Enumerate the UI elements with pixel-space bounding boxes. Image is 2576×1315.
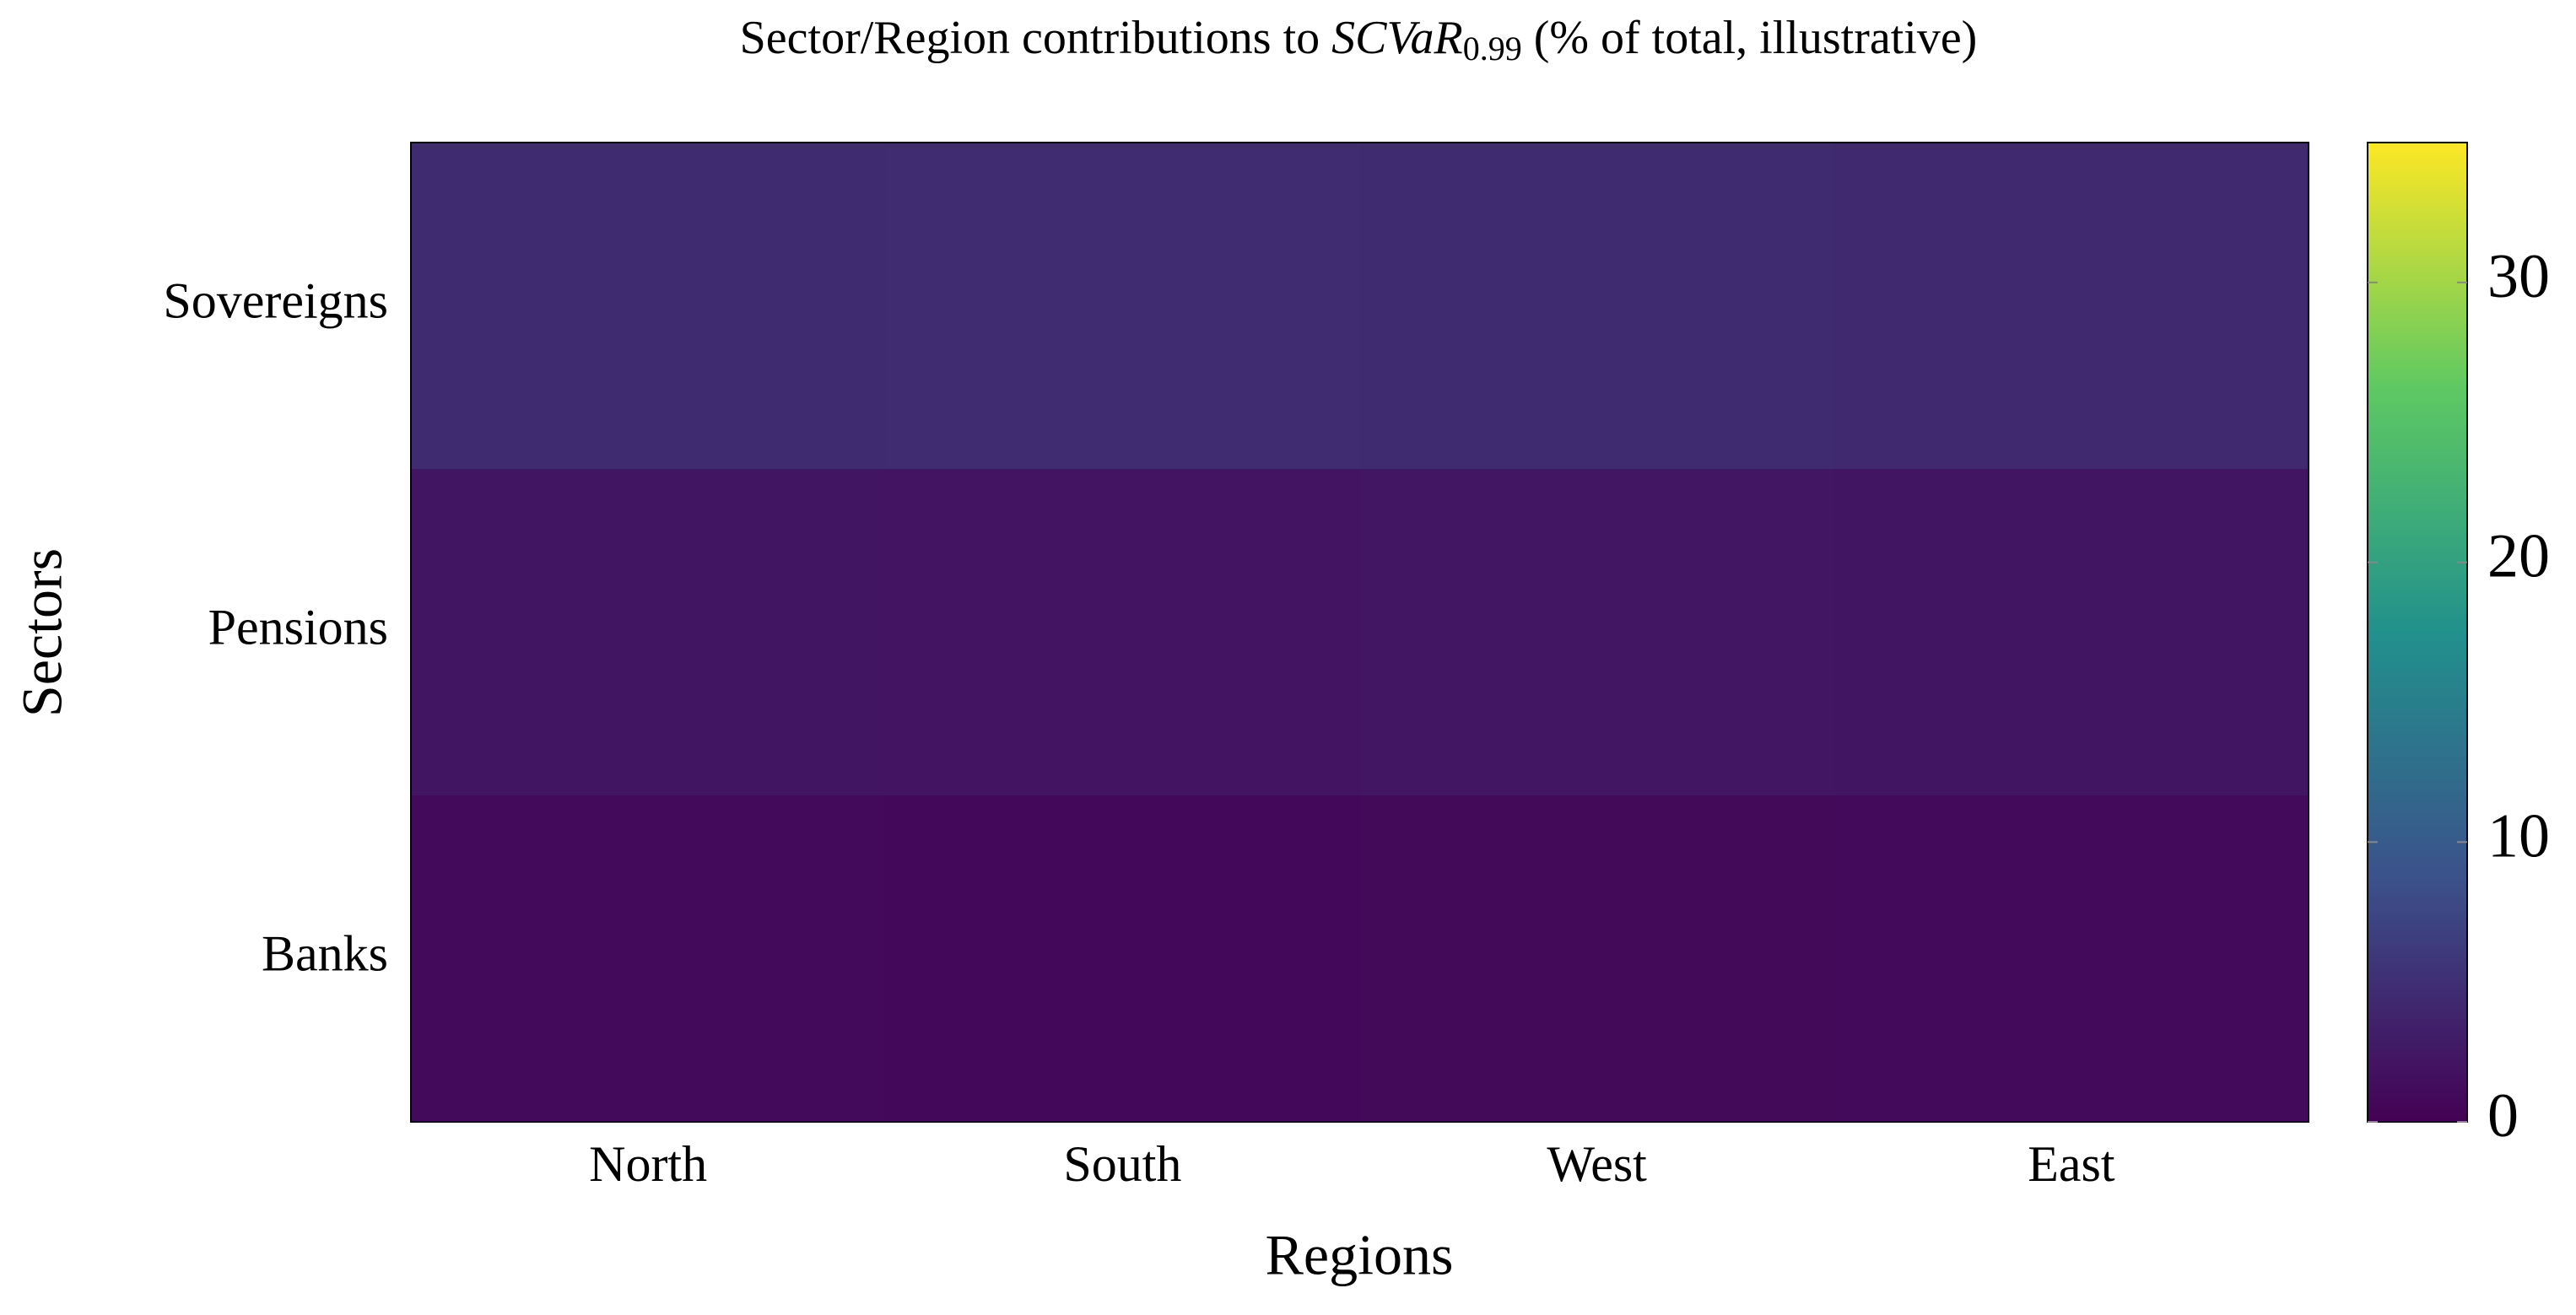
heatmap-cell <box>1833 469 2309 796</box>
heatmap-cell <box>411 143 886 470</box>
heatmap-cell <box>885 795 1360 1123</box>
heatmap-cell <box>885 143 1360 470</box>
heatmap-cell <box>1359 795 1835 1123</box>
heatmap-cell <box>411 469 886 796</box>
x-tick-label: South <box>1063 1136 1181 1192</box>
title-text: Sector/Region contributions to <box>740 12 1320 64</box>
chart-title: Sector/Region contributions to SCVaR0.99… <box>740 12 1978 67</box>
heatmap-cell <box>1359 143 1835 470</box>
x-tick-label: North <box>589 1136 707 1192</box>
heatmap-cell <box>1359 469 1835 796</box>
colorbar-tick-label: 10 <box>2487 801 2550 870</box>
x-tick-label: East <box>2028 1136 2115 1192</box>
plot-frame <box>410 142 2309 1123</box>
heatmap-cell <box>885 469 1360 796</box>
title-subscript: 0.99 <box>1463 30 1522 67</box>
y-tick-label: Banks <box>262 925 388 981</box>
colorbar-tick-label: 0 <box>2487 1081 2519 1151</box>
heatmap-cell <box>1833 143 2309 470</box>
heatmap-cell <box>411 795 886 1123</box>
colorbar-tick-label: 30 <box>2487 242 2550 311</box>
colorbar-tick-label: 20 <box>2487 522 2550 591</box>
x-axis-label: Regions <box>1266 1223 1454 1287</box>
colorbar <box>2367 142 2468 1123</box>
heatmap-cell <box>1833 795 2309 1123</box>
title-suffix: (% of total, illustrative) <box>1534 12 1978 64</box>
y-tick-label: Pensions <box>208 599 388 655</box>
y-tick-label: Sovereigns <box>163 272 388 328</box>
y-axis-label: Sectors <box>10 548 74 717</box>
x-tick-label: West <box>1547 1136 1647 1192</box>
title-math: SCVaR <box>1331 12 1463 64</box>
